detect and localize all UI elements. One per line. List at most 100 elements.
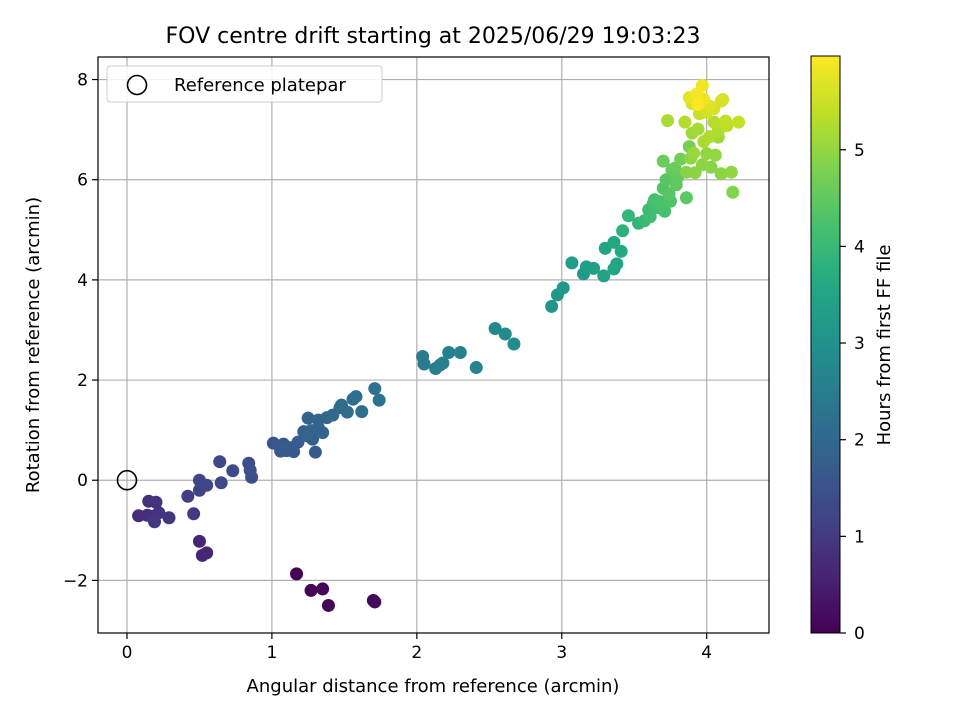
scatter-point (656, 154, 670, 168)
reference-platepar-marker (116, 469, 138, 491)
scatter-point (436, 356, 450, 370)
y-axis-label: Rotation from reference (arcmin) (23, 197, 44, 493)
scatter-point (691, 98, 705, 112)
scatter-point (368, 382, 382, 396)
scatter-point (714, 167, 728, 181)
scatter-point (714, 94, 728, 108)
y-axis-ticks: −2 0 2 4 6 8 (63, 71, 98, 591)
scatter-point (372, 393, 386, 407)
colorbar-label: Hours from first FF file (874, 245, 895, 446)
scatter-point (316, 426, 330, 440)
x-tick-label: 1 (266, 643, 277, 663)
scatter-point (643, 210, 657, 224)
scatter-point (453, 346, 467, 360)
colorbar (810, 55, 841, 634)
scatter-point (719, 114, 733, 128)
scatter-point (187, 507, 201, 521)
scatter-point (304, 583, 318, 597)
colorbar-tick-label: 3 (854, 334, 865, 354)
x-axis-label: Angular distance from reference (arcmin) (247, 676, 620, 697)
scatter-point (213, 455, 227, 469)
scatter-point (214, 476, 228, 490)
scatter-point (469, 361, 483, 375)
scatter-point (691, 122, 705, 136)
scatter-point (301, 411, 315, 425)
x-tick-label: 3 (556, 643, 567, 663)
scatter-point (687, 146, 701, 160)
colorbar-tick-label: 4 (854, 237, 865, 257)
scatter-point (607, 262, 621, 276)
scatter-point (690, 87, 704, 101)
scatter-point (316, 582, 330, 596)
scatter-point (349, 390, 363, 404)
scatter-point (545, 299, 559, 313)
scatter-point (340, 405, 354, 419)
scatter-point (726, 185, 740, 199)
scatter-point (200, 478, 214, 492)
scatter-point (181, 489, 195, 503)
scatter-point (162, 511, 176, 525)
scatter-point (653, 195, 667, 209)
scatter-points (132, 79, 746, 612)
y-tick-label: 0 (77, 471, 88, 491)
scatter-point (243, 463, 257, 477)
scatter-point (597, 269, 611, 283)
scatter-point (678, 115, 692, 129)
y-tick-label: −2 (63, 571, 88, 591)
y-tick-label: 2 (77, 371, 88, 391)
scatter-point (200, 546, 214, 560)
chart-title: FOV centre drift starting at 2025/06/29 … (166, 24, 701, 49)
scatter-point (291, 435, 305, 449)
colorbar-tick-label: 5 (854, 141, 865, 161)
scatter-point (498, 327, 512, 341)
scatter-point (368, 595, 382, 609)
scatter-point (614, 244, 628, 258)
scatter-point (565, 256, 579, 270)
scatter-point (488, 321, 502, 335)
scatter-point (279, 444, 293, 458)
colorbar-tick-label: 1 (854, 527, 865, 547)
scatter-point (149, 495, 163, 509)
scatter-point (695, 158, 709, 172)
plot-frame (97, 56, 770, 634)
x-tick-label: 2 (411, 643, 422, 663)
x-tick-label: 0 (122, 643, 133, 663)
scatter-point (417, 357, 431, 371)
scatter-point (507, 337, 521, 351)
scatter-point (616, 224, 630, 238)
legend: Reference platepar (106, 65, 383, 103)
scatter-point (442, 346, 456, 360)
scatter-point (308, 445, 322, 459)
colorbar-tick-label: 2 (854, 431, 865, 451)
scatter-point (556, 281, 570, 295)
scatter-point (674, 152, 688, 166)
x-axis-ticks: 0 1 2 3 4 (122, 633, 712, 663)
scatter-point (321, 598, 335, 612)
scatter-point (148, 515, 162, 529)
legend-entry: Reference platepar (174, 75, 346, 96)
scatter-point (621, 209, 635, 223)
scatter-point (226, 464, 240, 478)
y-tick-label: 6 (77, 171, 88, 191)
scatter-point (607, 235, 621, 249)
scatter-point (587, 261, 601, 275)
scatter-point (661, 114, 675, 128)
legend-marker-icon (126, 74, 148, 96)
scatter-point (355, 405, 369, 419)
x-tick-label: 4 (701, 643, 712, 663)
y-tick-label: 8 (77, 71, 88, 91)
legend-box (106, 65, 383, 103)
scatter-point (192, 534, 206, 548)
scatter-point (724, 165, 738, 179)
scatter-point (290, 567, 304, 581)
scatter-point (679, 191, 693, 205)
scatter-point (707, 115, 721, 129)
colorbar-ticks: 0 1 2 3 4 5 (840, 141, 865, 644)
scatter-point (732, 115, 746, 129)
scatter-point (662, 187, 676, 201)
colorbar-tick-label: 0 (854, 624, 865, 644)
scatter-point (659, 173, 673, 187)
scatter-point (708, 148, 722, 162)
y-tick-label: 4 (77, 271, 88, 291)
